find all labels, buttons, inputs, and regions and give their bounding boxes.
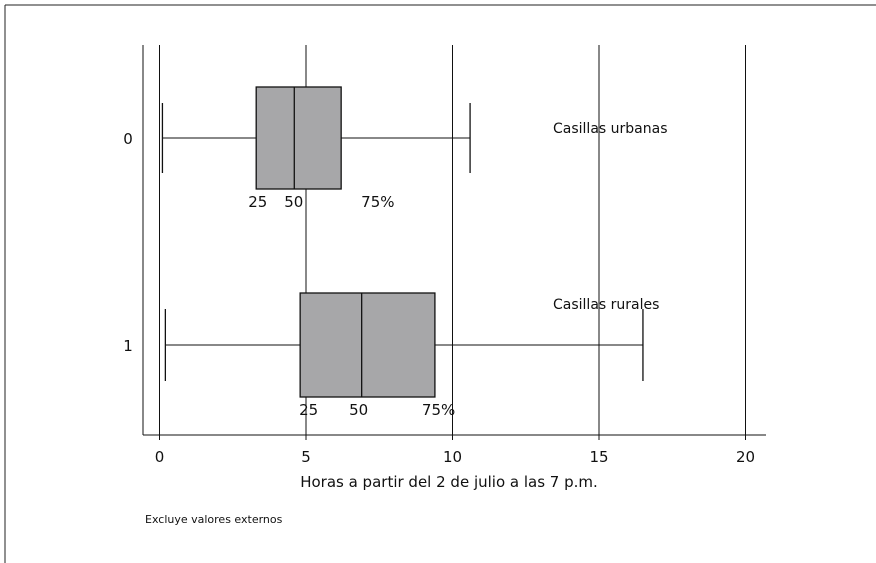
x-tick-label: 20 [736,448,755,466]
percentile-label: 25 [299,401,318,419]
iqr-box [255,86,342,190]
footnote: Excluye valores externos [145,513,283,526]
gridlines [159,45,746,440]
x-tick-label: 15 [589,448,608,466]
series-annotation: Casillas urbanas [553,121,667,137]
y-category-labels: 01 [123,130,133,355]
percentile-label: 75% [361,193,394,211]
x-tick-label: 0 [155,448,165,466]
x-axis-title: Horas a partir del 2 de julio a las 7 p.… [300,473,598,491]
y-category-label: 0 [123,130,133,148]
x-tick-label: 10 [443,448,462,466]
x-tick-label: 5 [301,448,311,466]
percentile-label: 50 [349,401,368,419]
x-ticks: 0 5 10 15 20 [155,448,755,466]
percentile-label: 25 [248,193,267,211]
boxplot-1: 25 50 75% Casillas rurales [164,292,659,419]
y-category-label: 1 [123,337,133,355]
percentile-label: 50 [284,193,303,211]
series-annotation: Casillas rurales [553,297,659,313]
percentile-label: 75% [422,401,455,419]
boxplot-0: 25 50 75% Casillas urbanas [161,86,667,211]
iqr-box [299,292,436,398]
boxes: 25 50 75% Casillas urbanas 25 50 75% Casillas r… [161,86,667,419]
